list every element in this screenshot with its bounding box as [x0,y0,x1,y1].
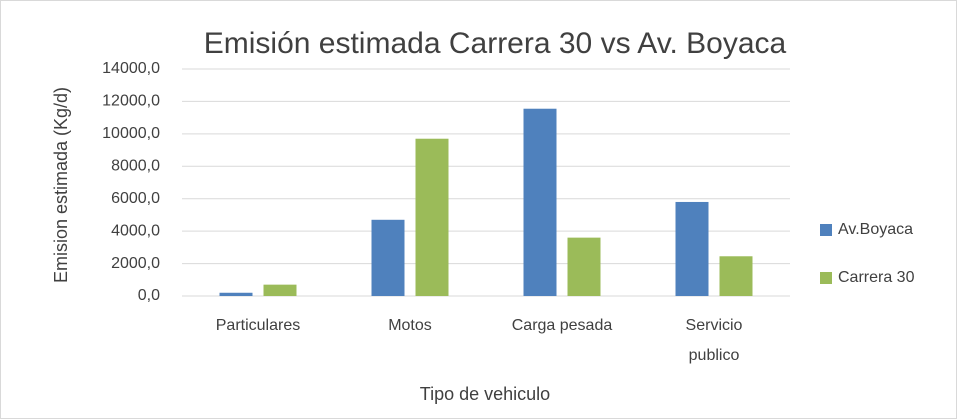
chart-title: Emisión estimada Carrera 30 vs Av. Boyac… [204,27,787,60]
y-tick-label: 14000,0 [102,60,160,77]
x-tick-label: Servicio publico [686,317,743,364]
bar [523,108,557,296]
bar [415,138,449,296]
y-tick-label: 10000,0 [102,125,160,142]
legend-swatch [820,224,832,236]
x-tick-label: Motos [388,317,432,334]
bar [263,284,297,296]
y-tick-label: 2000,0 [111,255,160,272]
y-tick-label: 6000,0 [111,190,160,207]
x-axis-label: Tipo de vehiculo [420,384,550,404]
bar [371,219,405,296]
x-tick-label: Carga pesada [512,317,613,334]
y-tick-label: 8000,0 [111,158,160,175]
legend-swatch [820,272,832,284]
bar [719,256,753,296]
bar [219,292,253,296]
y-tick-label: 4000,0 [111,222,160,239]
legend-label: Carrera 30 [838,269,915,286]
y-tick-label: 12000,0 [102,93,160,110]
bar [675,201,709,296]
legend-label: Av.Boyaca [838,221,913,238]
y-axis-label: Emision estimada (Kg/d) [51,87,71,283]
x-tick-label: Particulares [216,317,300,334]
y-tick-label: 0,0 [138,287,160,304]
bar [567,237,601,296]
